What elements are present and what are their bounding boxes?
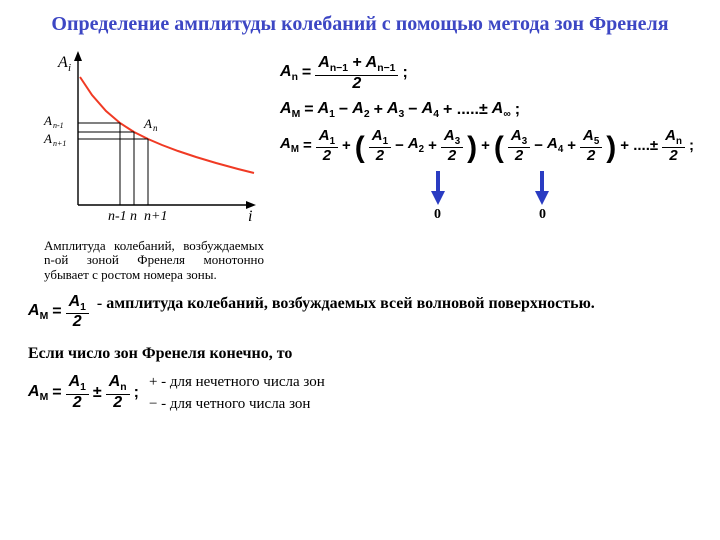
formula-A-half: AM = A12 bbox=[28, 294, 89, 331]
svg-text:n: n bbox=[130, 209, 137, 224]
svg-text:i: i bbox=[68, 62, 71, 74]
svg-text:i: i bbox=[248, 208, 252, 225]
arrow-down-icon bbox=[535, 171, 549, 205]
arrow-down-icon bbox=[431, 171, 445, 205]
page-title: Определение амплитуды колебаний с помощь… bbox=[0, 0, 720, 45]
zero-left: 0 bbox=[434, 207, 441, 223]
svg-text:n+1: n+1 bbox=[53, 139, 66, 148]
formula-column: An = An−1 + An−1 2 ; AM = A1− A2+ A3− A4… bbox=[280, 45, 700, 282]
finite-zones-text: Если число зон Френеля конечно, то bbox=[28, 344, 692, 364]
formula-An: An = An−1 + An−1 2 ; bbox=[280, 55, 700, 92]
zero-right: 0 bbox=[539, 207, 546, 223]
svg-text:A: A bbox=[143, 116, 152, 131]
formula-AM-series: AM = A1− A2+ A3− A4+ .....± A∞; bbox=[280, 100, 700, 120]
chart-caption: Амплитуда колебаний, возбуждаемых n-ой з… bbox=[20, 235, 266, 282]
amplitude-description: - амплитуда колебаний, возбуждаемых всей… bbox=[97, 294, 595, 314]
chart-column: Aiin-1nn+1AnAn-1An+1 Амплитуда колебаний… bbox=[20, 45, 280, 282]
svg-text:A: A bbox=[43, 131, 52, 146]
svg-text:A: A bbox=[57, 54, 68, 71]
svg-text:A: A bbox=[43, 113, 52, 128]
signs-explanation: + - для нечетного числа зон − - для четн… bbox=[149, 370, 325, 416]
row-chart-formulas: Aiin-1nn+1AnAn-1An+1 Амплитуда колебаний… bbox=[0, 45, 720, 282]
section-result: AM = A12 - амплитуда колебаний, возбужда… bbox=[0, 282, 720, 419]
svg-text:n+1: n+1 bbox=[144, 209, 167, 224]
arrows-row bbox=[280, 171, 700, 205]
sign-minus-text: − - для четного числа зон bbox=[149, 394, 325, 416]
svg-text:n: n bbox=[153, 123, 158, 133]
formula-AM-grouped: AM= A12 + ( A12 −A2+ A32 ) + ( A32 −A4+ … bbox=[280, 128, 700, 163]
zeros-row: 0 0 bbox=[280, 207, 700, 223]
row-amplitude-half: AM = A12 - амплитуда колебаний, возбужда… bbox=[28, 294, 692, 339]
row-finite-formula: AM = A12 ± An2 ; + - для нечетного числа… bbox=[28, 370, 692, 419]
amplitude-decay-chart: Aiin-1nn+1AnAn-1An+1 bbox=[20, 45, 260, 235]
svg-text:n-1: n-1 bbox=[53, 121, 64, 130]
sign-plus-text: + - для нечетного числа зон bbox=[149, 372, 325, 394]
svg-text:n-1: n-1 bbox=[108, 209, 127, 224]
formula-AM-final: AM = A12 ± An2 ; bbox=[28, 374, 139, 411]
